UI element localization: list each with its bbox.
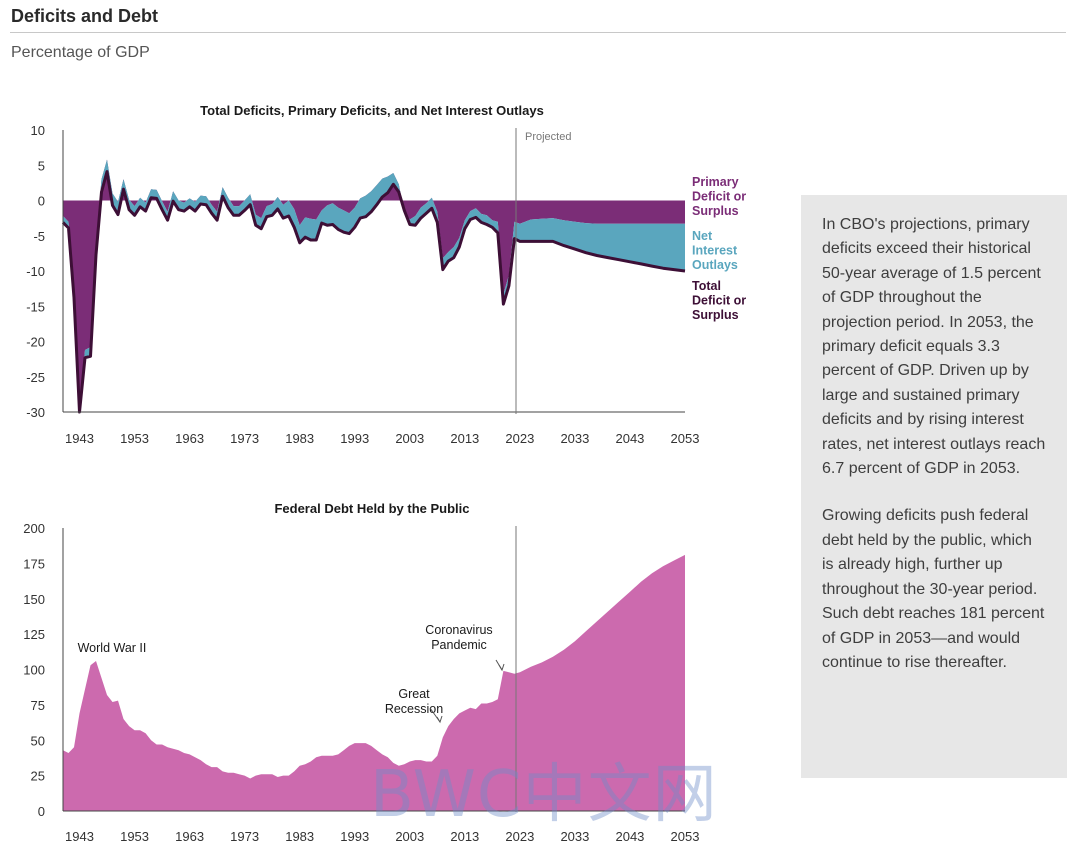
legend-entry-line: Surplus: [692, 204, 739, 218]
debt-chart-title: Federal Debt Held by the Public: [274, 501, 469, 516]
deficits-y-tick-label: -30: [26, 405, 45, 420]
debt-y-tick-label: 150: [23, 592, 45, 607]
deficits-chart: Total Deficits, Primary Deficits, and Ne…: [26, 103, 746, 446]
debt-annotation-label: Pandemic: [431, 638, 487, 652]
debt-x-tick-label: 1993: [340, 829, 369, 844]
sidebar-paragraph: In CBO's projections, primary deficits e…: [822, 216, 1046, 478]
projected-label: Projected: [525, 131, 571, 143]
deficits-x-tick-label: 1983: [285, 431, 314, 446]
sidebar-paragraph: Growing deficits push federal debt held …: [822, 507, 1045, 671]
charts-canvas: Total Deficits, Primary Deficits, and Ne…: [23, 103, 746, 844]
debt-chart: Federal Debt Held by the Public 200 175 15…: [23, 501, 699, 844]
deficits-chart-title: Total Deficits, Primary Deficits, and Ne…: [200, 103, 544, 118]
legend-entry-line: Outlays: [692, 258, 738, 272]
deficits-y-tick-label: -20: [26, 335, 45, 350]
deficits-x-tick-label: 2053: [671, 431, 700, 446]
deficits-y-tick-label: -15: [26, 299, 45, 314]
deficits-x-tick-label: 1993: [340, 431, 369, 446]
deficits-y-tick-label: -10: [26, 264, 45, 279]
debt-x-tick-label: 2023: [505, 829, 534, 844]
debt-x-tick-label: 2043: [615, 829, 644, 844]
debt-x-tick-label: 1963: [175, 829, 204, 844]
legend-entry-line: Interest: [692, 244, 738, 258]
debt-x-tick-label: 2003: [395, 829, 424, 844]
annotation-arrowhead: [498, 663, 505, 672]
legend-entry-line: Primary: [692, 175, 739, 189]
debt-y-tick-label: 25: [31, 769, 45, 784]
debt-y-tick-label: 125: [23, 627, 45, 642]
debt-x-tick-label: 1943: [65, 829, 94, 844]
deficits-x-tick-label: 2003: [395, 431, 424, 446]
deficits-y-tick-label: 0: [38, 194, 45, 209]
net-interest-area: [63, 159, 685, 412]
deficits-x-tick-label: 1963: [175, 431, 204, 446]
debt-x-tick-label: 1953: [120, 829, 149, 844]
page-subtitle: Percentage of GDP: [11, 44, 150, 61]
deficits-x-tick-label: 2023: [505, 431, 534, 446]
deficits-x-tick-label: 1953: [120, 431, 149, 446]
legend-entry-line: Deficit or: [692, 190, 746, 204]
deficits-y-tick-label: -5: [33, 229, 45, 244]
total-deficit-line: [61, 170, 686, 414]
deficits-y-tick-label: 10: [31, 123, 45, 138]
deficits-y-tick-label: -25: [26, 370, 45, 385]
deficits-x-tick-label: 2013: [450, 431, 479, 446]
legend-entry-line: Net: [692, 229, 713, 243]
deficits-x-tick-label: 1973: [230, 431, 259, 446]
debt-annotation-label: Great: [398, 687, 430, 701]
page-title: Deficits and Debt: [11, 6, 159, 26]
debt-area: [63, 554, 685, 811]
debt-x-tick-label: 1973: [230, 829, 259, 844]
deficits-x-tick-label: 1943: [65, 431, 94, 446]
debt-annotation-label: World War II: [78, 641, 147, 655]
debt-x-tick-label: 1983: [285, 829, 314, 844]
debt-x-tick-label: 2053: [671, 829, 700, 844]
sidebar-note: In CBO's projections, primary deficits e…: [801, 195, 1067, 778]
debt-annotation-label: Recession: [385, 702, 443, 716]
debt-y-tick-label: 75: [31, 698, 45, 713]
debt-x-tick-label: 2033: [560, 829, 589, 844]
debt-y-tick-label: 50: [31, 733, 45, 748]
debt-y-tick-label: 200: [23, 521, 45, 536]
debt-y-tick-label: 100: [23, 663, 45, 678]
debt-y-tick-label: 175: [23, 556, 45, 571]
legend-entry-line: Deficit or: [692, 294, 746, 308]
legend-entry-line: Total: [692, 279, 721, 293]
annotation-arrowhead: [436, 715, 443, 724]
deficits-y-tick-label: 5: [38, 158, 45, 173]
deficits-x-tick-label: 2043: [615, 431, 644, 446]
deficits-x-tick-label: 2033: [560, 431, 589, 446]
debt-x-tick-label: 2013: [450, 829, 479, 844]
debt-annotation-label: Coronavirus: [425, 623, 492, 637]
debt-y-tick-label: 0: [38, 804, 45, 819]
title-divider: [10, 32, 1066, 33]
legend-entry-line: Surplus: [692, 308, 739, 322]
